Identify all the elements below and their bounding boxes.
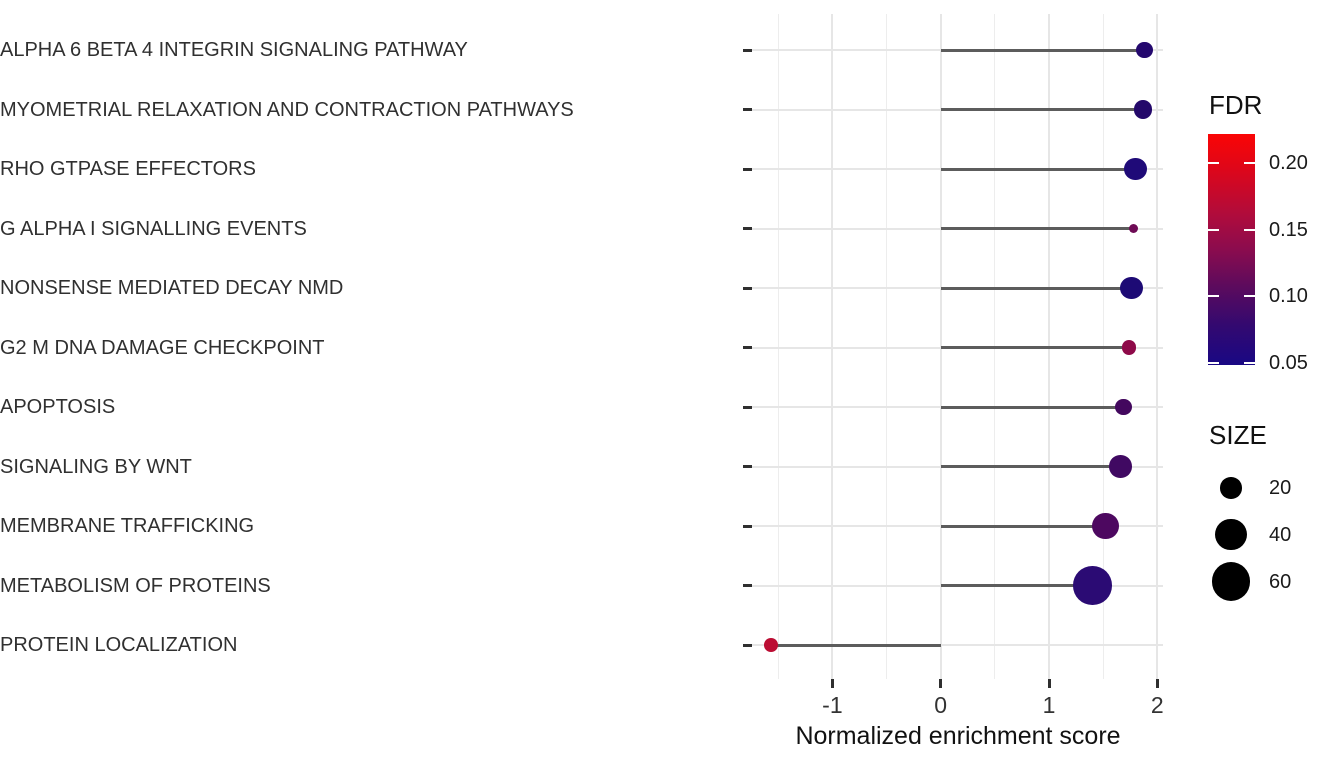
fdr-colorbar-tick: [1244, 228, 1255, 231]
lollipop-dot: [1121, 340, 1137, 355]
x-axis-title: Normalized enrichment score: [795, 722, 1121, 750]
lollipop-dot: [1135, 41, 1153, 59]
lollipop-dot: [1120, 276, 1143, 300]
lollipop-dot: [1109, 455, 1132, 478]
lollipop-stem: [940, 405, 1124, 409]
fdr-colorbar-tick: [1208, 295, 1219, 298]
x-axis-tick-label: 0: [934, 692, 948, 718]
size-legend-label: 20: [1269, 477, 1292, 499]
fdr-colorbar: [1208, 134, 1255, 365]
lollipop-stem: [940, 286, 1132, 290]
x-axis-tick-label: 2: [1150, 692, 1164, 718]
lollipop-stem: [940, 227, 1134, 230]
lollipop-stem: [940, 48, 1145, 52]
lollipop-dot: [1073, 566, 1112, 605]
lollipop-stem: [770, 643, 941, 647]
lollipop-dot: [1134, 100, 1153, 119]
size-legend-label: 40: [1269, 523, 1292, 546]
x-axis-tick-label: -1: [822, 692, 843, 718]
lollipop-dot: [1115, 398, 1133, 416]
gridline-row-horizontal: [752, 644, 1163, 646]
lollipop-stem: [940, 465, 1121, 468]
x-axis-tick-label: 1: [1042, 692, 1056, 718]
lollipop-dot: [1124, 157, 1147, 181]
fdr-colorbar-tick: [1244, 362, 1255, 364]
y-axis-tick: [743, 405, 752, 409]
fdr-colorbar-tick: [1244, 295, 1255, 298]
x-axis-tick: [1155, 679, 1159, 688]
fdr-tick-label: 0.05: [1269, 352, 1308, 374]
fdr-tick-label: 0.15: [1269, 218, 1308, 241]
y-axis-tick: [743, 286, 752, 290]
legend-fdr-title: FDR: [1209, 90, 1263, 120]
y-axis-tick: [743, 167, 752, 171]
fdr-colorbar-tick: [1208, 162, 1219, 165]
lollipop-stem: [940, 108, 1144, 111]
y-axis-tick: [743, 524, 752, 528]
fdr-colorbar-tick: [1208, 228, 1219, 231]
y-axis-tick: [743, 346, 752, 349]
fdr-colorbar-tick: [1244, 162, 1255, 165]
y-axis-tick: [743, 108, 752, 111]
lollipop-stem: [940, 167, 1136, 171]
lollipop-stem: [940, 524, 1106, 528]
lollipop-dot: [763, 638, 778, 652]
size-legend-dot: [1215, 519, 1247, 551]
legend-size-title: SIZE: [1209, 420, 1267, 450]
y-axis-tick: [743, 227, 752, 230]
lollipop-dot: [1092, 512, 1119, 540]
lollipop-stem: [940, 584, 1093, 587]
y-axis-tick: [743, 48, 752, 52]
y-axis-tick: [743, 465, 752, 468]
size-legend-label: 60: [1269, 570, 1292, 593]
lollipop-stem: [940, 346, 1130, 349]
size-legend-dot: [1220, 477, 1242, 499]
fdr-tick-label: 0.20: [1269, 152, 1308, 175]
y-axis-tick: [743, 643, 752, 647]
lollipop-dot: [1128, 223, 1139, 234]
size-legend-dot: [1211, 562, 1251, 601]
x-axis-tick: [830, 679, 834, 688]
x-axis-tick: [1047, 679, 1051, 688]
fdr-tick-label: 0.10: [1269, 285, 1308, 308]
y-axis-tick: [743, 584, 752, 587]
x-axis-tick: [939, 679, 943, 688]
fdr-colorbar-tick: [1208, 362, 1219, 364]
